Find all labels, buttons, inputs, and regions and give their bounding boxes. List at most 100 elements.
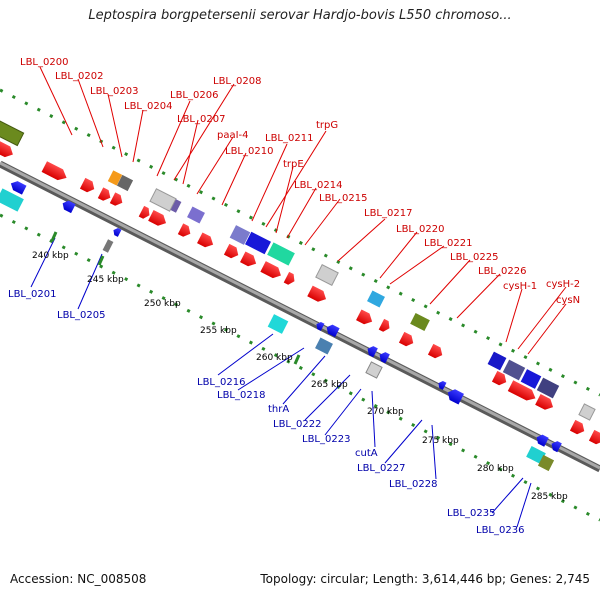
- forward-leader-lines: [39, 66, 567, 355]
- gene-block-gray-rev: [102, 239, 114, 253]
- scale-label: 245 kbp: [87, 275, 124, 285]
- gene-block-cyan-rev: [526, 446, 546, 464]
- gene-label[interactable]: LBL_0201: [8, 289, 56, 300]
- gene-block-cyan: [367, 290, 385, 308]
- reverse-gene-features: [0, 181, 562, 472]
- genome-map: LBL_0200 LBL_0202 LBL_0203 LBL_0204 LBL_…: [0, 57, 600, 536]
- gene-label[interactable]: LBL_0207: [177, 114, 225, 125]
- gene-label[interactable]: LBL_0221: [424, 238, 472, 249]
- gene-arrow: [307, 285, 327, 302]
- gene-block-blue-2: [520, 369, 542, 389]
- gene-arrow: [0, 140, 13, 158]
- gene-block-lightgray: [149, 188, 177, 212]
- gene-label[interactable]: LBL_0235: [447, 508, 495, 519]
- gene-block-steel-rev: [315, 337, 333, 355]
- gene-arrow-rev: [316, 321, 325, 331]
- forward-gene-labels: LBL_0200 LBL_0202 LBL_0203 LBL_0204 LBL_…: [20, 57, 580, 306]
- gene-arrow: [535, 394, 554, 410]
- gene-arrow: [283, 271, 295, 285]
- gene-label[interactable]: trpG: [316, 120, 338, 131]
- gene-label[interactable]: LBL_0220: [396, 224, 444, 235]
- gene-arrow: [427, 343, 443, 359]
- scale-label: 260 kbp: [256, 353, 293, 363]
- reverse-dotted-track: [0, 213, 600, 522]
- gene-label[interactable]: LBL_0215: [319, 193, 367, 204]
- scale-labels: 240 kbp 245 kbp 250 kbp 255 kbp 260 kbp …: [32, 251, 568, 502]
- gene-label[interactable]: LBL_0210: [225, 146, 273, 157]
- gene-label[interactable]: LBL_0200: [20, 57, 68, 68]
- gene-label[interactable]: trpE: [283, 159, 304, 170]
- gene-block-green: [0, 119, 25, 147]
- gene-arrow-rev: [62, 200, 76, 214]
- gene-label[interactable]: thrA: [268, 404, 289, 415]
- scale-label: 240 kbp: [32, 251, 69, 261]
- gene-block-lightgray-2: [315, 264, 339, 286]
- gene-arrow-rev: [113, 227, 122, 237]
- gene-arrow-rev: [326, 324, 340, 338]
- reverse-leader-lines: [30, 237, 532, 528]
- gene-label[interactable]: LBL_0226: [478, 266, 526, 277]
- gene-arrow: [97, 187, 111, 201]
- map-title: Leptospira borgpetersenii serovar Hardjo…: [88, 8, 512, 23]
- gene-block-navy: [487, 351, 507, 371]
- gene-arrow-rev: [551, 441, 562, 453]
- gene-label[interactable]: LBL_0203: [90, 86, 138, 97]
- gene-block-silver: [578, 403, 596, 421]
- gene-label[interactable]: LBL_0206: [170, 90, 218, 101]
- chromosome-backbone: [0, 160, 600, 473]
- gene-arrow-rev: [536, 434, 549, 447]
- gene-label[interactable]: LBL_0222: [273, 419, 321, 430]
- scale-label: 285 kbp: [531, 492, 568, 502]
- gene-arrow-rev: [438, 380, 447, 390]
- gene-block-cyan-rev: [0, 188, 24, 212]
- gene-block-lavender: [229, 225, 251, 245]
- scale-label: 265 kbp: [311, 380, 348, 390]
- gene-label[interactable]: LBL_0214: [294, 180, 342, 191]
- gene-arrow: [197, 232, 214, 248]
- scale-label: 250 kbp: [144, 299, 181, 309]
- gene-label[interactable]: LBL_0223: [302, 434, 350, 445]
- gene-block-violet: [187, 206, 205, 224]
- gene-label[interactable]: cysH-1: [503, 281, 537, 292]
- gene-label[interactable]: LBL_0218: [217, 390, 265, 401]
- gene-block-olive-rev: [537, 454, 555, 472]
- gene-label[interactable]: cutA: [355, 448, 378, 459]
- gene-arrow: [138, 205, 150, 219]
- gene-arrow: [148, 210, 167, 226]
- gene-arrow: [398, 331, 414, 347]
- gene-arrow: [223, 243, 239, 259]
- gene-arrow: [378, 318, 390, 332]
- gene-label[interactable]: LBL_0205: [57, 310, 105, 321]
- scale-label: 255 kbp: [200, 326, 237, 336]
- gene-label[interactable]: LBL_0202: [55, 71, 103, 82]
- scale-label: 270 kbp: [367, 407, 404, 417]
- gene-block-indigo: [536, 377, 560, 399]
- gene-block-teal: [267, 242, 295, 266]
- gene-arrow: [240, 251, 257, 267]
- gene-block-cyan-rev: [267, 314, 289, 334]
- forward-feature-blocks: [0, 119, 596, 421]
- gene-block-gray: [116, 174, 134, 192]
- gene-label[interactable]: LBL_0217: [364, 208, 412, 219]
- gene-arrow: [177, 223, 191, 237]
- gene-label[interactable]: cysN: [556, 295, 580, 306]
- forward-dotted-track: [0, 88, 600, 397]
- gene-label[interactable]: LBL_0208: [213, 76, 261, 87]
- reverse-gene-labels: LBL_0201 LBL_0205 LBL_0216 LBL_0218 thrA…: [8, 289, 524, 536]
- gene-label[interactable]: LBL_0216: [197, 377, 245, 388]
- gene-label[interactable]: LBL_0236: [476, 525, 524, 536]
- gene-label[interactable]: LBL_0211: [265, 133, 313, 144]
- gene-arrow-rev: [10, 181, 27, 195]
- gene-block-purple: [170, 199, 182, 213]
- gene-label[interactable]: LBL_0227: [357, 463, 405, 474]
- gene-arrow: [79, 177, 95, 193]
- accession-text: Accession: NC_008508: [10, 572, 147, 586]
- gene-arrow-rev: [379, 352, 390, 364]
- scale-label: 275 kbp: [422, 436, 459, 446]
- gene-label[interactable]: LBL_0204: [124, 101, 172, 112]
- gene-label[interactable]: LBL_0228: [389, 479, 437, 490]
- gene-label[interactable]: LBL_0225: [450, 252, 498, 263]
- gene-label[interactable]: cysH-2: [546, 279, 580, 290]
- gene-label[interactable]: paaI-4: [217, 130, 249, 141]
